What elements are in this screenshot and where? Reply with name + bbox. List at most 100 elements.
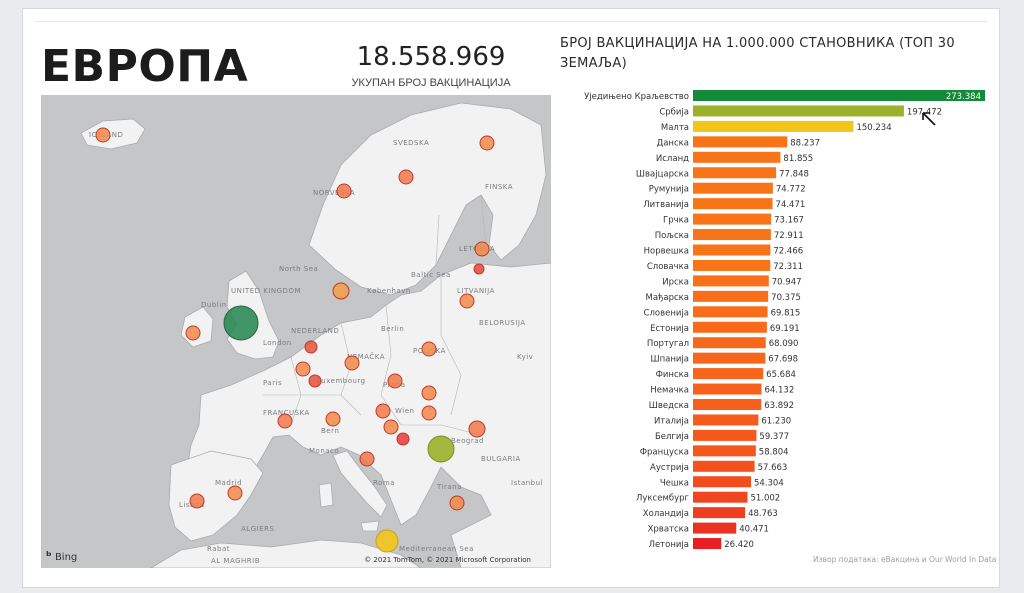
bar-category-label: Мађарска <box>646 293 689 303</box>
bar[interactable] <box>693 429 757 441</box>
map-marker-latvia[interactable] <box>473 263 485 275</box>
map-label-sweden: SVEDSKA <box>393 139 430 147</box>
map-marker-greece[interactable] <box>449 495 465 511</box>
map-marker-belgium[interactable] <box>295 361 311 377</box>
bar-category-label: Шпанија <box>650 355 689 365</box>
map-marker-austria[interactable] <box>375 403 391 419</box>
bar[interactable] <box>693 229 771 241</box>
bar[interactable] <box>693 151 781 163</box>
map-marker-ireland[interactable] <box>185 325 201 341</box>
map-marker-serbia[interactable] <box>427 435 455 463</box>
map-marker-hungary[interactable] <box>421 405 437 421</box>
bar[interactable] <box>693 105 904 117</box>
map-label-dublin: Dublin <box>201 301 227 309</box>
bar[interactable] <box>693 120 854 132</box>
map-marker-switzerland[interactable] <box>325 411 341 427</box>
bar[interactable] <box>693 290 769 302</box>
bar-value-label: 69.815 <box>771 308 801 318</box>
map-marker-croatia[interactable] <box>396 432 410 446</box>
map-label-wien: Wien <box>395 407 415 415</box>
bar[interactable] <box>693 383 762 395</box>
map-label-germany: NEMAČKA <box>347 353 386 361</box>
map-marker-czechia[interactable] <box>387 373 403 389</box>
map-marker-netherlands[interactable] <box>304 340 318 354</box>
map-marker-norway[interactable] <box>336 183 352 199</box>
bar-value-label: 72.311 <box>773 262 803 272</box>
bar-category-label: Ирска <box>662 277 689 287</box>
map-marker-italy[interactable] <box>359 451 375 467</box>
map-marker-romania[interactable] <box>468 420 486 438</box>
map-marker-iceland[interactable] <box>95 127 111 143</box>
bar[interactable] <box>693 476 752 488</box>
map-marker-spain[interactable] <box>227 485 243 501</box>
map-marker-uk[interactable] <box>223 305 259 341</box>
map-marker-portugal[interactable] <box>189 493 205 509</box>
bar-value-label: 54.304 <box>754 478 784 488</box>
map-marker-france[interactable] <box>277 413 293 429</box>
bar-value-label: 88.237 <box>790 138 820 148</box>
divider <box>35 21 987 22</box>
map-label-netherlands: NEDERLAND <box>291 327 340 335</box>
bar[interactable] <box>693 491 748 503</box>
bar[interactable] <box>693 306 768 318</box>
map-label-france: FRANCUSKA <box>263 409 310 417</box>
bar[interactable] <box>693 90 985 101</box>
map-label-al-maghrib: AL MAGHRIB <box>211 557 261 565</box>
map-marker-slovenia[interactable] <box>383 419 399 435</box>
bar[interactable] <box>693 507 746 519</box>
map-markers <box>95 127 495 553</box>
bar-category-label: Норвешка <box>644 247 689 257</box>
bar[interactable] <box>693 198 773 210</box>
bar[interactable] <box>693 337 766 349</box>
bar[interactable] <box>693 259 771 271</box>
bar-value-label: 26.420 <box>724 540 754 550</box>
bar-category-label: Словачка <box>647 262 689 272</box>
bar[interactable] <box>693 538 722 550</box>
map-marker-sweden[interactable] <box>398 169 414 185</box>
map-marker-luxembourg[interactable] <box>308 374 322 388</box>
bar-category-label: Словенија <box>644 308 689 318</box>
bar[interactable] <box>693 213 772 225</box>
bar[interactable] <box>693 275 769 287</box>
map-marker-malta[interactable] <box>375 529 399 553</box>
bar-category-label: Финска <box>656 370 689 380</box>
map-marker-lithuania[interactable] <box>459 293 475 309</box>
map-label-lithuania: LITVANIJA <box>457 287 495 295</box>
bar-category-label: Уједињено Краљевство <box>584 92 689 102</box>
bar[interactable] <box>693 460 755 472</box>
bar[interactable] <box>693 445 756 457</box>
bar[interactable] <box>693 244 771 256</box>
map-marker-finland[interactable] <box>479 135 495 151</box>
bar-category-label: Хрватска <box>648 525 689 535</box>
bar[interactable] <box>693 414 759 426</box>
bar-category-label: Грчка <box>663 216 689 226</box>
bar[interactable] <box>693 182 773 194</box>
map-marker-denmark[interactable] <box>332 282 350 300</box>
bar[interactable] <box>693 136 788 148</box>
bar[interactable] <box>693 352 766 364</box>
bar[interactable] <box>693 368 764 380</box>
map-marker-poland[interactable] <box>421 341 437 357</box>
bar-category-label: Шведска <box>649 401 689 411</box>
bar[interactable] <box>693 167 777 179</box>
map-label-beograd: Beograd <box>451 437 484 445</box>
bar[interactable] <box>693 399 762 410</box>
map-label-norway: NORVEŠKA <box>313 189 356 197</box>
map-label-north-sea: North Sea <box>279 265 319 273</box>
map-marker-germany[interactable] <box>344 355 360 371</box>
bar[interactable] <box>693 321 767 333</box>
map-label-roma: Roma <box>373 479 395 487</box>
bar-value-label: 73.167 <box>774 216 804 226</box>
bar-value-label: 72.466 <box>773 247 803 257</box>
bar[interactable] <box>693 522 737 534</box>
bar-value-label: 70.375 <box>771 293 801 303</box>
map-label-london: London <box>263 339 292 347</box>
map-label-algiers: ALGIERS <box>241 525 275 533</box>
map-marker-estonia[interactable] <box>474 241 490 257</box>
map-label-rabat: Rabat <box>207 545 230 553</box>
bar-category-label: Чешка <box>660 478 689 488</box>
map-marker-slovakia[interactable] <box>421 385 437 401</box>
europe-map[interactable]: ICELAND SVEDSKA FINSKA NORVEŠKA North Se… <box>41 95 551 568</box>
bar-category-label: Холандија <box>643 509 689 519</box>
